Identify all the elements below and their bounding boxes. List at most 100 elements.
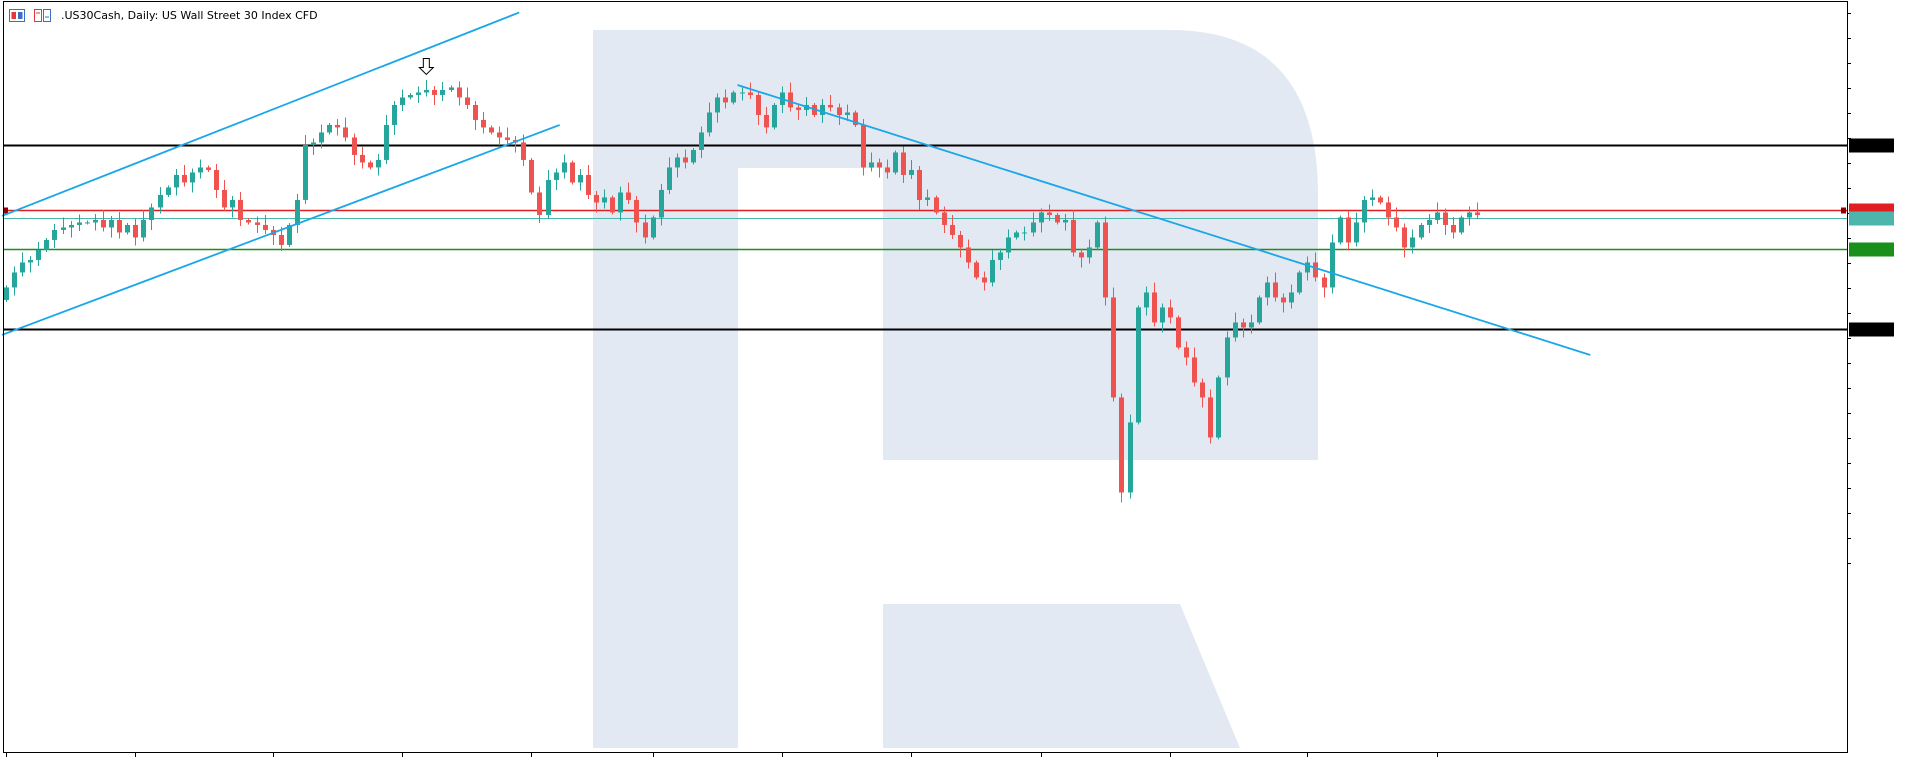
candle-body [958,234,963,248]
candle [675,153,680,178]
candle-body [1063,219,1068,223]
candle [1402,223,1407,258]
candle [376,153,381,176]
candle-body [925,197,930,200]
candle [723,89,728,109]
candle-body [263,224,268,230]
level-label-box [1849,138,1894,153]
candle-body [158,194,163,208]
candle-body [214,169,219,190]
candle-body [1410,237,1415,248]
candle [1459,215,1464,235]
market-depth-icon[interactable] [34,9,51,22]
candle-body [570,162,575,183]
candle [788,82,793,112]
candle [1063,213,1068,231]
level-label [1849,242,1894,257]
candle [546,169,551,219]
candle [982,271,987,291]
candle [966,239,971,269]
candle [432,85,437,105]
candle [505,127,510,144]
candle-body [457,87,462,98]
time-axis[interactable] [6,752,1438,757]
candle [238,191,243,226]
candle [141,209,146,242]
candle-body [255,222,260,225]
candle-body [942,212,947,225]
candle-body [1467,212,1472,218]
bid-label-box [1849,211,1894,226]
candle-body [1192,357,1197,383]
candle [28,255,33,273]
candle-body [1241,322,1246,328]
candle-body [554,172,559,180]
candle-body [77,222,82,225]
candle-body [529,159,534,193]
candle [667,157,672,194]
candle [998,248,1003,270]
candle-body [1402,227,1407,248]
candle [1265,276,1270,306]
candle [634,195,639,233]
candle-body [1200,382,1205,398]
candle [1200,378,1205,408]
candle-body [796,107,801,110]
candle-body [85,222,90,224]
candle-body [1079,252,1084,258]
candle-body [521,142,526,160]
candle [384,114,389,164]
candle [1435,202,1440,224]
candle-body [182,174,187,183]
candle-body [174,174,179,188]
level-handle-left [3,207,8,214]
candle-body [1103,222,1108,298]
candle [4,285,9,302]
candle [990,249,995,287]
candle-body [1136,307,1141,423]
one-click-trading-icon[interactable] [9,9,25,22]
candle-body [1111,297,1116,398]
candle-body [36,249,41,260]
candle-body [190,172,195,183]
chart-header: .US30Cash, Daily: US Wall Street 30 Inde… [9,9,318,22]
candle-body [667,167,672,190]
candle [109,215,114,238]
candle-body [772,104,777,128]
candle [554,168,559,190]
candle [594,190,599,213]
candle [893,150,898,175]
candle-body [1039,212,1044,223]
candle [917,165,922,210]
candle [489,125,494,135]
candle [1216,375,1221,440]
trendline-descending-trendline [737,84,1591,356]
candle [618,186,623,221]
candle [1225,331,1230,386]
candle-body [400,97,405,105]
candle [408,92,413,100]
candle-body [28,259,33,263]
candle-body [1338,217,1343,243]
candle-body [1022,232,1027,234]
candle [295,193,300,233]
candle-body [343,127,348,138]
candle-body [1168,307,1173,318]
level-label-box [1849,242,1894,257]
candle-body [1233,322,1238,338]
candle [1152,282,1157,327]
candle-body [125,224,130,233]
candle [12,266,17,296]
candle-body [117,219,122,233]
candle-body [845,112,850,115]
candle-body [715,97,720,113]
candle [1144,286,1149,316]
candle [1273,272,1278,302]
candle [974,260,979,280]
candle [206,165,211,172]
candle-body [546,179,551,215]
candle [1443,208,1448,235]
candle [36,241,41,266]
candle [521,134,526,166]
